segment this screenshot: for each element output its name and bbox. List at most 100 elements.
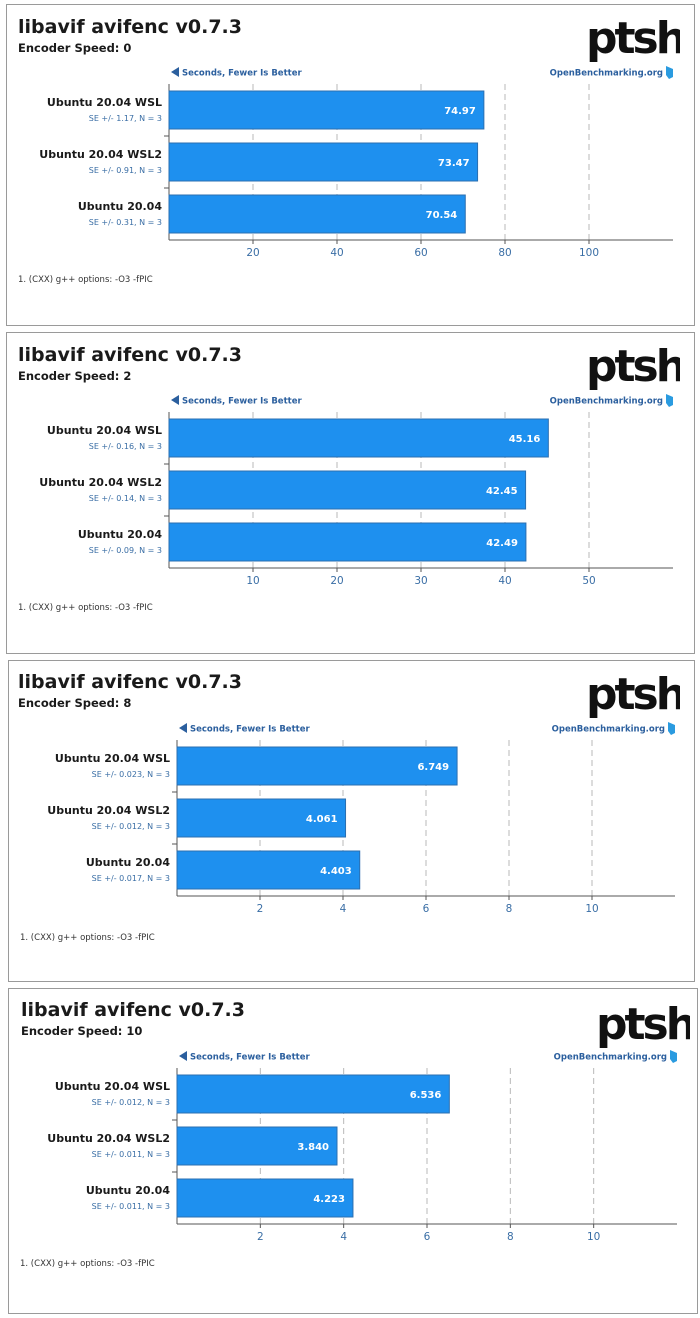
- se-label: SE +/- 0.012, N = 3: [92, 1098, 170, 1107]
- bar: [176, 798, 347, 838]
- pts-logo-icon: ptsh: [596, 1003, 690, 1049]
- bar-value-label: 4.403: [320, 866, 352, 877]
- bar: [168, 418, 549, 458]
- x-tick-label: 6: [424, 1231, 431, 1243]
- chart-panel-speed-10: libavif avifenc v0.7.3 Encoder Speed: 10…: [8, 988, 698, 1314]
- direction-label: Seconds, Fewer Is Better: [182, 397, 302, 407]
- chart-subtitle: Encoder Speed: 2: [18, 369, 132, 383]
- x-tick-label: 10: [587, 1231, 600, 1243]
- left-arrow-icon: [179, 723, 187, 733]
- bar-value-label: 70.54: [426, 210, 458, 221]
- bar-chart: Seconds, Fewer Is Better OpenBenchmarking…: [47, 722, 675, 915]
- cube-icon: [666, 66, 673, 79]
- site-label: OpenBenchmarking.org: [550, 397, 663, 407]
- category-label: Ubuntu 20.04 WSL: [47, 96, 162, 109]
- logo-text: ptsh: [586, 345, 680, 391]
- category-label: Ubuntu 20.04 WSL2: [47, 1132, 170, 1145]
- category-label: Ubuntu 20.04: [86, 856, 171, 869]
- bar: [168, 470, 527, 510]
- bar: [176, 850, 361, 890]
- bar: [168, 90, 485, 130]
- bar-value-label: 42.45: [486, 486, 518, 497]
- bar-value-label: 6.536: [410, 1090, 442, 1101]
- x-tick-label: 2: [257, 903, 264, 915]
- x-tick-label: 30: [414, 575, 427, 587]
- bar-chart: Seconds, Fewer Is Better OpenBenchmarking…: [39, 66, 673, 259]
- category-label: Ubuntu 20.04 WSL2: [39, 148, 162, 161]
- pts-logo-icon: ptsh: [586, 673, 680, 719]
- bar-chart: Seconds, Fewer Is Better OpenBenchmarking…: [39, 394, 673, 587]
- site-label: OpenBenchmarking.org: [552, 725, 665, 735]
- bar-value-label: 6.749: [417, 762, 449, 773]
- x-tick-label: 8: [507, 1231, 514, 1243]
- logo-text: ptsh: [586, 17, 680, 63]
- chart-subtitle: Encoder Speed: 10: [21, 1024, 143, 1038]
- cube-icon: [670, 1050, 677, 1063]
- bar-value-label: 73.47: [438, 158, 470, 169]
- bar-value-label: 45.16: [509, 434, 541, 445]
- category-label: Ubuntu 20.04 WSL2: [39, 476, 162, 489]
- bar: [176, 746, 458, 786]
- x-tick-label: 8: [506, 903, 513, 915]
- x-tick-label: 4: [340, 1231, 347, 1243]
- x-tick-label: 4: [340, 903, 347, 915]
- logo-text: ptsh: [586, 673, 680, 719]
- site-label: OpenBenchmarking.org: [554, 1053, 667, 1063]
- x-tick-label: 40: [498, 575, 511, 587]
- se-label: SE +/- 0.012, N = 3: [92, 822, 170, 831]
- se-label: SE +/- 0.023, N = 3: [92, 770, 170, 779]
- se-label: SE +/- 1.17, N = 3: [89, 114, 162, 123]
- pts-logo-icon: ptsh: [586, 345, 680, 391]
- category-label: Ubuntu 20.04 WSL: [55, 1080, 170, 1093]
- chart-panel-speed-2: libavif avifenc v0.7.3 Encoder Speed: 2 …: [6, 332, 695, 654]
- bar: [176, 1126, 338, 1166]
- category-label: Ubuntu 20.04 WSL: [55, 752, 170, 765]
- cube-icon: [668, 722, 675, 735]
- chart-footnote: 1. (CXX) g++ options: -O3 -fPIC: [20, 1259, 155, 1269]
- left-arrow-icon: [171, 67, 179, 77]
- chart-title: libavif avifenc v0.7.3: [21, 999, 245, 1021]
- se-label: SE +/- 0.011, N = 3: [92, 1150, 170, 1159]
- se-label: SE +/- 0.16, N = 3: [89, 442, 162, 451]
- bar-value-label: 42.49: [486, 538, 518, 549]
- x-tick-label: 100: [579, 247, 599, 259]
- x-tick-label: 20: [330, 575, 343, 587]
- chart-title: libavif avifenc v0.7.3: [18, 671, 242, 693]
- chart-panel-speed-0: libavif avifenc v0.7.3 Encoder Speed: 0 …: [6, 4, 695, 326]
- x-tick-label: 60: [414, 247, 427, 259]
- site-label: OpenBenchmarking.org: [550, 69, 663, 79]
- cube-icon: [666, 394, 673, 407]
- bar: [168, 194, 466, 234]
- chart-subtitle: Encoder Speed: 8: [18, 696, 132, 710]
- chart-footnote: 1. (CXX) g++ options: -O3 -fPIC: [20, 933, 155, 943]
- bar-value-label: 3.840: [297, 1142, 329, 1153]
- left-arrow-icon: [171, 395, 179, 405]
- logo-text: ptsh: [596, 1003, 690, 1049]
- chart-subtitle: Encoder Speed: 0: [18, 41, 132, 55]
- se-label: SE +/- 0.31, N = 3: [89, 218, 162, 227]
- bar: [168, 522, 527, 562]
- direction-label: Seconds, Fewer Is Better: [190, 725, 310, 735]
- category-label: Ubuntu 20.04 WSL2: [47, 804, 170, 817]
- bar-value-label: 4.061: [306, 814, 338, 825]
- x-tick-label: 40: [330, 247, 343, 259]
- x-tick-label: 2: [257, 1231, 264, 1243]
- category-label: Ubuntu 20.04: [78, 200, 163, 213]
- x-tick-label: 20: [246, 247, 259, 259]
- chart-panel-speed-8: libavif avifenc v0.7.3 Encoder Speed: 8 …: [8, 660, 695, 982]
- bar: [176, 1178, 354, 1218]
- x-tick-label: 6: [423, 903, 430, 915]
- category-label: Ubuntu 20.04: [86, 1184, 171, 1197]
- chart-title: libavif avifenc v0.7.3: [18, 16, 242, 38]
- se-label: SE +/- 0.011, N = 3: [92, 1202, 170, 1211]
- x-tick-label: 80: [498, 247, 511, 259]
- se-label: SE +/- 0.14, N = 3: [89, 494, 162, 503]
- bar: [168, 142, 479, 182]
- se-label: SE +/- 0.91, N = 3: [89, 166, 162, 175]
- se-label: SE +/- 0.09, N = 3: [89, 546, 162, 555]
- left-arrow-icon: [179, 1051, 187, 1061]
- bar: [176, 1074, 450, 1114]
- x-tick-label: 50: [582, 575, 595, 587]
- direction-label: Seconds, Fewer Is Better: [190, 1053, 310, 1063]
- bar-value-label: 4.223: [313, 1194, 345, 1205]
